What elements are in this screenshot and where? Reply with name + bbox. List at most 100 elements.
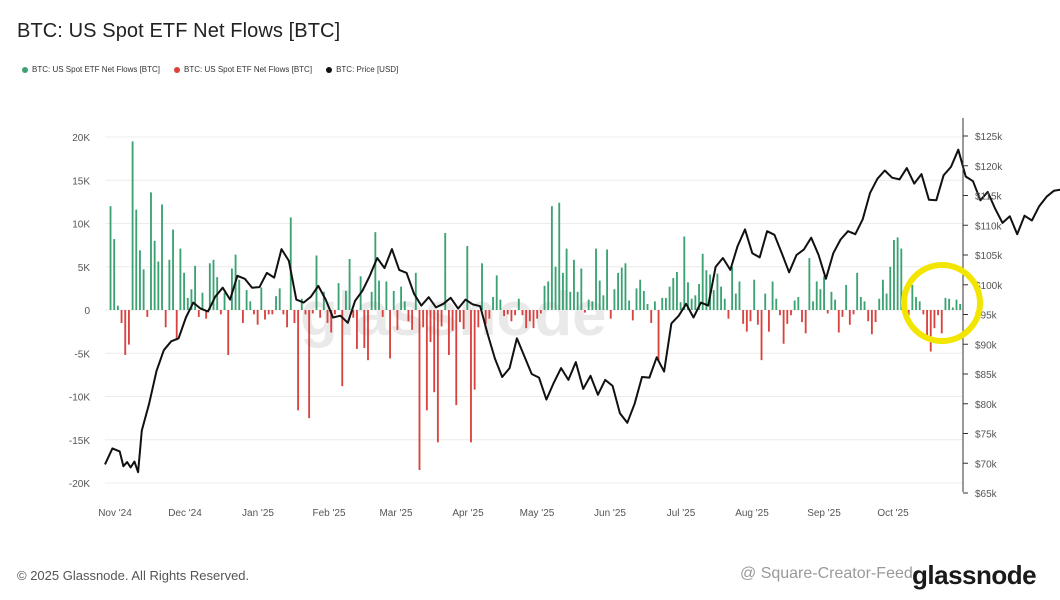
outflow-bar: [367, 310, 369, 361]
legend-label-outflows: BTC: US Spot ETF Net Flows [BTC]: [184, 65, 313, 74]
outflow-bar: [477, 310, 480, 328]
outflow-bar: [926, 310, 928, 336]
outflow-bar: [470, 310, 472, 443]
outflow-bar: [650, 310, 653, 323]
outflow-bar: [418, 310, 421, 471]
outflow-bar: [363, 310, 366, 349]
inflow-bar: [635, 288, 638, 311]
inflow-bar: [720, 286, 722, 310]
x-tick-label: Mar '25: [379, 508, 412, 519]
inflow-bar: [168, 259, 171, 310]
legend-item-outflows[interactable]: BTC: US Spot ETF Net Flows [BTC]: [174, 65, 312, 74]
outflow-bar: [503, 310, 505, 317]
left-tick-label: -20K: [69, 479, 90, 490]
inflow-bar: [238, 279, 241, 310]
inflow-bar: [664, 297, 667, 310]
x-tick-label: Jan '25: [242, 508, 274, 519]
inflow-bar: [598, 280, 601, 310]
x-tick-label: Aug '25: [735, 508, 769, 519]
outflow-bar: [459, 310, 461, 323]
legend-item-price[interactable]: BTC: Price [USD]: [326, 65, 398, 74]
inflow-bar: [348, 258, 351, 310]
right-tick-label: $100k: [975, 281, 1003, 292]
inflow-bar: [179, 248, 182, 310]
inflow-bar: [642, 290, 645, 310]
inflow-bar: [161, 204, 163, 310]
inflow-bar: [400, 286, 403, 310]
inflow-bar: [580, 268, 583, 310]
inflow-bar: [764, 293, 767, 310]
outflow-bar: [282, 310, 285, 315]
inflow-bar: [444, 233, 447, 310]
inflow-bar: [775, 298, 778, 310]
inflow-bar: [547, 281, 550, 310]
legend-dot-inflows: [22, 66, 28, 73]
outflow-bar: [256, 310, 259, 325]
outflow-bar: [804, 310, 807, 334]
inflow-bar: [562, 272, 564, 311]
outflow-bar: [304, 310, 307, 315]
inflow-bar: [345, 290, 347, 310]
inflow-bar: [701, 253, 704, 311]
outflow-bar: [326, 310, 329, 323]
right-tick-label: $80k: [975, 400, 998, 411]
inflow-bar: [900, 248, 903, 310]
outflow-bar: [525, 310, 528, 329]
outflow-bar: [841, 310, 844, 317]
left-axis-ticks: 20K 15K 10K 5K 0 -5K -10K -15K -20K: [69, 133, 91, 490]
inflow-bar: [190, 289, 193, 310]
inflow-bar: [698, 284, 700, 310]
outflow-bar: [352, 310, 355, 318]
legend-item-inflows[interactable]: BTC: US Spot ETF Net Flows [BTC]: [22, 65, 160, 74]
inflow-bar: [153, 240, 156, 310]
inflow-bar: [142, 269, 145, 311]
inflow-bar: [558, 202, 561, 310]
inflow-bar: [116, 305, 119, 311]
outflow-bar: [767, 310, 770, 332]
inflow-bar: [819, 289, 822, 310]
outflow-bar: [264, 310, 266, 320]
inflow-bar: [385, 281, 388, 310]
outflow-bar: [308, 310, 311, 419]
inflow-bar: [517, 298, 520, 310]
inflow-bar: [183, 272, 185, 311]
outflow-bar: [929, 310, 932, 352]
outflow-bar: [271, 310, 274, 315]
inflow-bar: [808, 258, 811, 310]
outflow-bar: [852, 310, 855, 315]
inflow-bar: [948, 298, 951, 310]
inflow-bar: [690, 298, 693, 310]
x-tick-label: Oct '25: [877, 508, 909, 519]
inflow-bar: [815, 281, 818, 310]
right-tick-label: $120k: [975, 162, 1003, 173]
inflow-bar: [859, 297, 862, 310]
legend-dot-outflows: [174, 66, 181, 73]
outflow-bar: [164, 310, 167, 328]
inflow-bar: [653, 301, 656, 310]
inflow-bar: [150, 192, 152, 310]
inflow-bar: [569, 291, 572, 310]
inflow-bar: [212, 259, 215, 310]
outflow-bar: [330, 310, 333, 333]
inflow-bar: [223, 292, 226, 310]
legend-label-inflows: BTC: US Spot ETF Net Flows [BTC]: [32, 65, 161, 74]
outflow-bar: [433, 310, 436, 393]
inflow-bar: [845, 284, 848, 311]
right-tick-label: $90k: [975, 340, 998, 351]
outflow-bar: [907, 310, 910, 316]
outflow-bar: [462, 310, 465, 330]
inflow-bar: [683, 236, 686, 310]
inflow-bar: [716, 273, 719, 310]
outflow-bar: [411, 310, 414, 330]
inflow-bar: [157, 261, 160, 310]
inflow-bar: [944, 297, 947, 310]
outflow-bar: [436, 310, 439, 443]
inflow-bar: [414, 272, 417, 311]
brand-logo: glassnode: [912, 560, 1037, 590]
inflow-bar: [834, 299, 837, 310]
x-tick-label: Jun '25: [594, 508, 626, 519]
outflow-bar: [940, 310, 943, 334]
inflow-bar: [481, 263, 483, 310]
inflow-bar: [687, 282, 689, 310]
